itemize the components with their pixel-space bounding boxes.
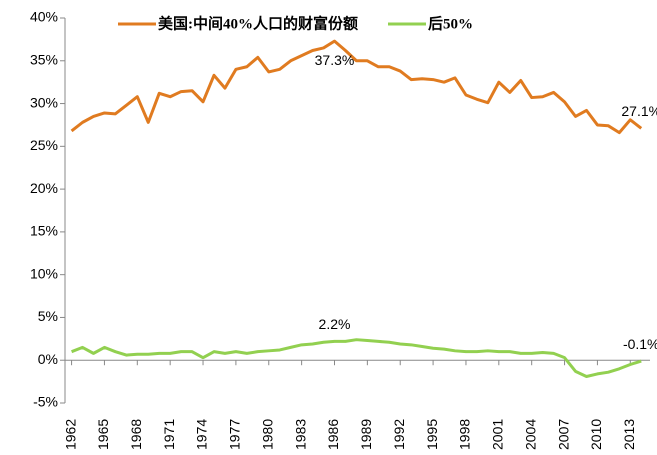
y-tick-label: 0%	[38, 351, 58, 367]
data-label: 37.3%	[315, 52, 355, 68]
legend-label: 美国:中间40%人口的财富份额	[158, 14, 358, 32]
x-tick-label: 1986	[325, 419, 341, 450]
y-tick-label: -5%	[33, 394, 58, 410]
x-tick-label: 1974	[194, 419, 210, 450]
x-tick-label: 1998	[457, 419, 473, 450]
x-tick-label: 1989	[358, 419, 374, 450]
x-tick-label: 2007	[555, 419, 571, 450]
y-tick-label: 35%	[30, 51, 58, 67]
x-tick-label: 1962	[62, 419, 78, 450]
legend-label: 后50%	[428, 15, 473, 32]
y-tick-label: 10%	[30, 265, 58, 281]
x-tick-label: 1965	[95, 419, 111, 450]
data-label: 2.2%	[319, 316, 351, 332]
data-label: -0.1%	[623, 336, 657, 352]
y-tick-label: 25%	[30, 137, 58, 153]
x-tick-label: 1983	[292, 419, 308, 450]
series-line	[71, 338, 642, 378]
x-tick-label: 1968	[128, 419, 144, 450]
y-tick-label: 40%	[30, 9, 58, 25]
series-line	[70, 39, 643, 135]
x-tick-label: 1995	[424, 419, 440, 450]
y-tick-label: 20%	[30, 180, 58, 196]
y-tick-label: 15%	[30, 223, 58, 239]
x-tick-label: 1992	[391, 419, 407, 450]
data-label: 27.1%	[621, 103, 657, 119]
x-tick-label: 1971	[161, 419, 177, 450]
x-tick-label: 2001	[490, 419, 506, 450]
x-tick-label: 1977	[227, 419, 243, 450]
x-tick-label: 2013	[621, 419, 637, 450]
x-tick-label: 2010	[588, 419, 604, 450]
y-tick-label: 5%	[38, 308, 58, 324]
x-tick-label: 2004	[522, 419, 538, 450]
x-tick-label: 1980	[259, 419, 275, 450]
y-tick-label: 30%	[30, 94, 58, 110]
